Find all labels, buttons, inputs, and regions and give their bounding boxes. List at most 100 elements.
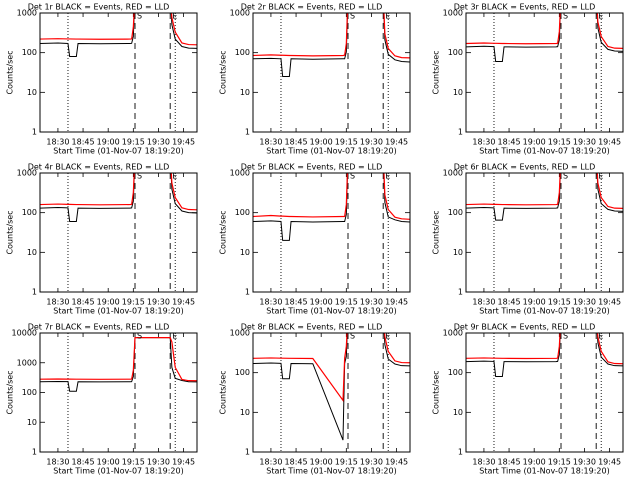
series-line bbox=[40, 173, 197, 211]
x-tick-label: 19:30 bbox=[147, 458, 170, 467]
x-tick-label: 18:30 bbox=[259, 458, 282, 467]
x-tick-label: 19:45 bbox=[172, 458, 195, 467]
y-axis-label: Counts/sec bbox=[219, 370, 228, 414]
y-tick-label: 100 bbox=[22, 48, 37, 57]
x-tick-label: 19:30 bbox=[147, 298, 170, 307]
annotation: S bbox=[563, 332, 568, 341]
x-tick-label: 19:00 bbox=[310, 458, 333, 467]
y-tick-label: 1 bbox=[32, 288, 37, 297]
annotation: E bbox=[172, 12, 177, 21]
y-tick-label: 1 bbox=[245, 128, 250, 137]
x-tick-label: 18:45 bbox=[72, 298, 95, 307]
plot-frame bbox=[465, 172, 624, 293]
x-tick-label: 19:15 bbox=[335, 138, 358, 147]
annotation: E bbox=[385, 332, 390, 341]
y-tick-label: 1 bbox=[245, 288, 250, 297]
x-tick-label: 19:45 bbox=[385, 138, 408, 147]
y-tick-label: 10 bbox=[453, 88, 463, 97]
y-tick-label: 100 bbox=[448, 48, 463, 57]
annotation: S bbox=[350, 12, 355, 21]
y-tick-label: 10 bbox=[240, 408, 250, 417]
y-tick-label: 1000 bbox=[230, 169, 250, 178]
plot-frame bbox=[465, 12, 624, 133]
x-tick-label: 19:15 bbox=[122, 458, 145, 467]
series-line bbox=[40, 337, 197, 392]
annotation: E bbox=[598, 332, 603, 341]
y-tick-label: 1000 bbox=[443, 9, 463, 18]
y-tick-label: 100 bbox=[448, 208, 463, 217]
panel: Det 3r BLACK = Events, RED = LLD Start Ti… bbox=[432, 3, 624, 156]
x-axis-label: Start Time (01-Nov-07 18:19:20) bbox=[53, 147, 183, 156]
series-line bbox=[253, 13, 410, 78]
panel-title: Det 8r BLACK = Events, RED = LLD bbox=[241, 323, 383, 332]
annotation: S bbox=[563, 172, 568, 181]
x-tick-label: 19:45 bbox=[172, 298, 195, 307]
y-tick-label: 1000 bbox=[17, 358, 37, 367]
x-axis-label: Start Time (01-Nov-07 18:19:20) bbox=[266, 467, 396, 476]
x-tick-label: 19:45 bbox=[385, 298, 408, 307]
annotation: E bbox=[385, 12, 390, 21]
annotation: S bbox=[350, 172, 355, 181]
x-axis-label: Start Time (01-Nov-07 18:19:20) bbox=[479, 147, 609, 156]
y-axis-label: Counts/sec bbox=[432, 370, 441, 414]
x-tick-label: 18:30 bbox=[46, 458, 69, 467]
panel: Det 2r BLACK = Events, RED = LLD Start Ti… bbox=[219, 3, 411, 156]
series-line bbox=[40, 13, 197, 58]
series-line bbox=[253, 333, 410, 403]
annotation: E bbox=[385, 172, 390, 181]
y-tick-label: 10 bbox=[240, 88, 250, 97]
plot-frame bbox=[252, 332, 411, 453]
y-tick-label: 1000 bbox=[230, 329, 250, 338]
y-tick-label: 1 bbox=[458, 128, 463, 137]
x-axis-label: Start Time (01-Nov-07 18:19:20) bbox=[266, 147, 396, 156]
x-tick-label: 18:45 bbox=[285, 298, 308, 307]
y-axis-label: Counts/sec bbox=[6, 50, 15, 94]
x-tick-label: 19:00 bbox=[97, 138, 120, 147]
series-line bbox=[40, 173, 197, 222]
x-tick-label: 19:15 bbox=[335, 458, 358, 467]
y-axis-label: Counts/sec bbox=[432, 50, 441, 94]
x-tick-label: 18:45 bbox=[72, 138, 95, 147]
panel: Det 1r BLACK = Events, RED = LLD Start Ti… bbox=[6, 3, 198, 156]
y-tick-label: 1 bbox=[32, 128, 37, 137]
y-tick-label: 1 bbox=[458, 448, 463, 457]
panel-title: Det 9r BLACK = Events, RED = LLD bbox=[454, 323, 596, 332]
panel-title: Det 6r BLACK = Events, RED = LLD bbox=[454, 163, 596, 172]
series-line bbox=[253, 13, 410, 59]
x-tick-label: 19:00 bbox=[97, 458, 120, 467]
plot-frame bbox=[39, 172, 198, 293]
panel: Det 6r BLACK = Events, RED = LLD Start Ti… bbox=[432, 163, 624, 316]
y-axis-label: Counts/sec bbox=[6, 370, 15, 414]
y-axis-label: Counts/sec bbox=[219, 50, 228, 94]
x-axis-label: Start Time (01-Nov-07 18:19:20) bbox=[479, 467, 609, 476]
series-line bbox=[466, 333, 623, 365]
series-line bbox=[253, 173, 410, 241]
x-tick-label: 19:15 bbox=[122, 298, 145, 307]
panel-title: Det 1r BLACK = Events, RED = LLD bbox=[28, 3, 170, 12]
x-tick-label: 18:45 bbox=[285, 138, 308, 147]
x-tick-label: 19:00 bbox=[523, 138, 546, 147]
y-tick-label: 10 bbox=[240, 248, 250, 257]
series-line bbox=[40, 13, 197, 46]
y-tick-label: 1000 bbox=[230, 9, 250, 18]
x-tick-label: 18:45 bbox=[498, 458, 521, 467]
plot-frame bbox=[252, 172, 411, 293]
x-axis-label: Start Time (01-Nov-07 18:19:20) bbox=[266, 307, 396, 316]
y-tick-label: 10 bbox=[27, 248, 37, 257]
plot-frame bbox=[465, 332, 624, 453]
x-tick-label: 18:30 bbox=[259, 298, 282, 307]
x-tick-label: 19:15 bbox=[335, 298, 358, 307]
plot-frame bbox=[39, 12, 198, 133]
annotation: S bbox=[563, 12, 568, 21]
x-tick-label: 19:45 bbox=[598, 138, 621, 147]
x-axis-label: Start Time (01-Nov-07 18:19:20) bbox=[479, 307, 609, 316]
x-tick-label: 19:30 bbox=[360, 298, 383, 307]
x-tick-label: 18:45 bbox=[285, 458, 308, 467]
x-tick-label: 18:30 bbox=[46, 298, 69, 307]
series-line bbox=[253, 173, 410, 220]
annotation: S bbox=[137, 332, 142, 341]
x-tick-label: 19:30 bbox=[573, 458, 596, 467]
x-tick-label: 18:45 bbox=[498, 138, 521, 147]
y-tick-label: 100 bbox=[448, 368, 463, 377]
